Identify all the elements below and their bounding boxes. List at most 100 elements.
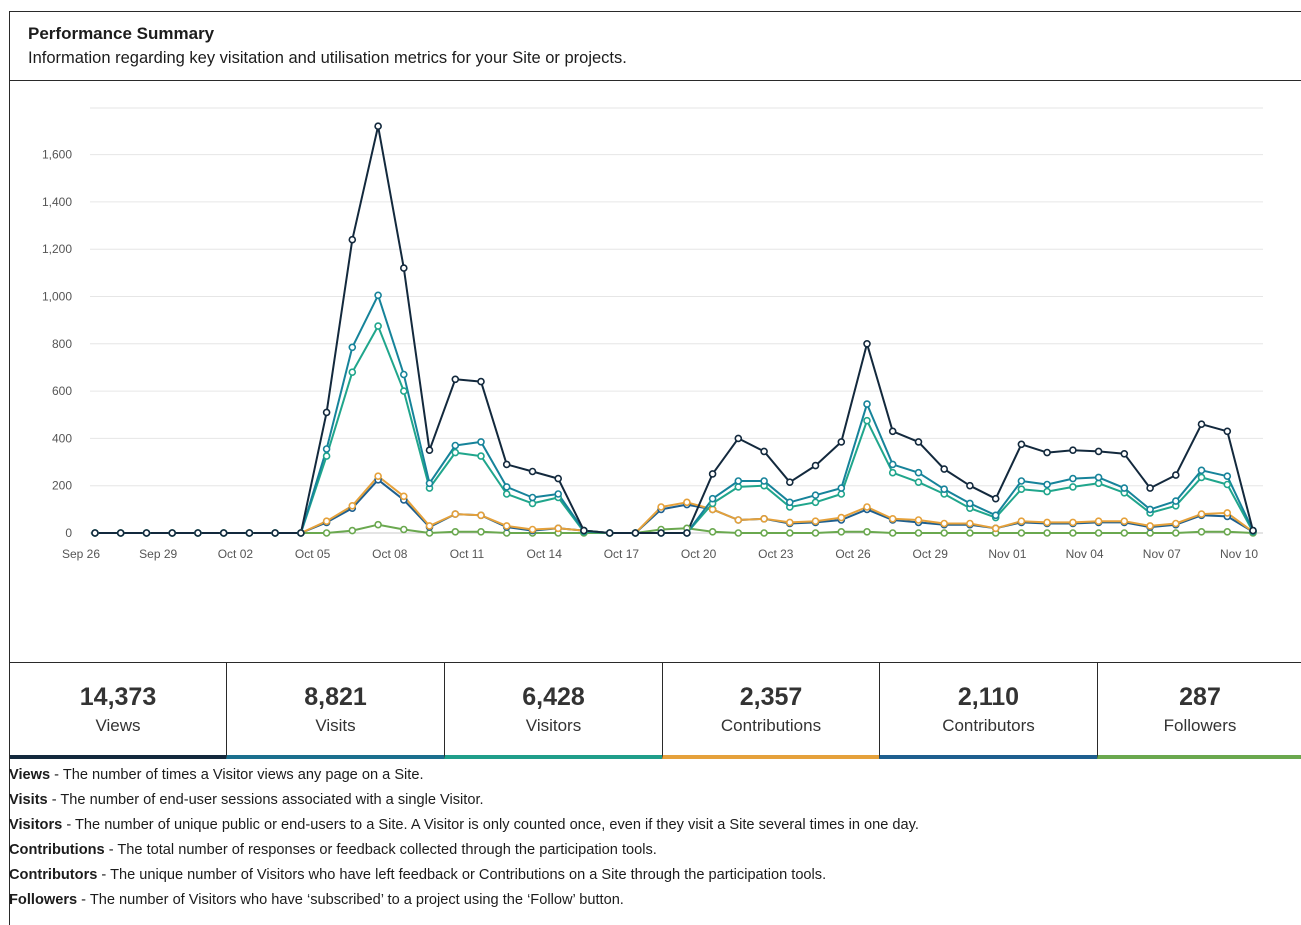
data-point-contributions: [1017, 517, 1026, 526]
data-point-visitors: [1043, 487, 1051, 496]
y-tick-label: 200: [52, 479, 72, 493]
data-point-views: [91, 529, 99, 537]
definition-text: - The unique number of Visitors who have…: [97, 867, 827, 883]
data-point-contributions: [683, 498, 691, 507]
metric-value: 2,110: [957, 683, 1020, 711]
data-point-views: [322, 408, 331, 417]
data-point-followers: [1069, 529, 1077, 537]
data-point-followers: [1094, 529, 1103, 537]
data-point-visitors: [863, 416, 871, 425]
definition-text: - The number of Visitors who have ‘subsc…: [77, 892, 624, 908]
data-point-followers: [374, 520, 382, 529]
data-point-visits: [734, 477, 743, 485]
metric-tile-contributors[interactable]: 2,110 Contributors: [879, 663, 1097, 759]
data-point-views: [1197, 420, 1206, 429]
data-point-views: [1094, 447, 1103, 456]
data-point-visitors: [348, 368, 357, 377]
data-point-visits: [760, 477, 768, 485]
metric-tile-visitors[interactable]: 6,428 Visitors: [444, 663, 662, 759]
data-point-contributions: [760, 514, 768, 523]
data-point-visits: [914, 468, 923, 477]
data-point-visitors: [888, 468, 897, 477]
panel-subtitle: Information regarding key visitation and…: [28, 49, 627, 67]
data-point-followers: [940, 529, 949, 537]
data-point-views: [1146, 484, 1154, 492]
data-point-visitors: [1017, 485, 1026, 494]
data-point-visitors: [502, 490, 511, 498]
data-point-followers: [785, 529, 794, 537]
data-point-views: [863, 339, 871, 348]
data-point-contributions: [1146, 522, 1154, 530]
x-tick-label: Oct 26: [835, 547, 871, 561]
data-point-views: [1223, 427, 1232, 436]
metric-label: Contributions: [720, 716, 822, 735]
data-point-visits: [322, 445, 331, 453]
data-point-views: [116, 529, 125, 537]
definition-term: Contributors: [9, 867, 98, 883]
data-point-views: [1120, 449, 1129, 458]
metric-tile-followers[interactable]: 287 Followers: [1097, 663, 1301, 759]
data-point-visitors: [451, 448, 460, 457]
x-tick-label: Oct 08: [372, 547, 408, 561]
x-tick-label: Nov 10: [1220, 547, 1258, 561]
data-point-contributions: [657, 503, 665, 511]
data-point-contributions: [1094, 517, 1103, 526]
metric-label: Visitors: [525, 716, 582, 735]
data-point-views: [1172, 471, 1180, 479]
data-point-visits: [1017, 477, 1026, 485]
definition-term: Views: [9, 767, 51, 783]
data-point-followers: [1043, 529, 1051, 537]
data-point-contributions: [991, 524, 1000, 533]
data-point-views: [297, 529, 305, 537]
data-point-visits: [1094, 473, 1103, 482]
definition-term: Visitors: [9, 817, 63, 833]
data-point-followers: [837, 527, 846, 536]
data-point-followers: [734, 529, 743, 537]
data-point-visits: [888, 460, 897, 469]
data-point-contributions: [374, 472, 382, 481]
x-tick-label: Oct 23: [758, 547, 794, 561]
metric-value: 14,373: [79, 683, 157, 711]
data-point-views: [991, 494, 1000, 503]
metric-value: 287: [1179, 683, 1221, 711]
data-point-followers: [914, 529, 923, 537]
data-point-followers: [863, 527, 871, 536]
definition-text: - The number of end-user sessions associ…: [47, 792, 484, 808]
x-tick-label: Nov 04: [1066, 547, 1104, 561]
definition-text: - The number of unique public or end-use…: [62, 817, 919, 833]
data-point-followers: [348, 526, 357, 535]
definition-term: Followers: [9, 892, 78, 908]
metric-tile-visits[interactable]: 8,821 Visits: [226, 663, 444, 759]
series-line-views: [95, 125, 1254, 534]
data-point-views: [399, 264, 408, 272]
metric-tile-contributions[interactable]: 2,357 Contributions: [662, 663, 879, 759]
definition-text: - The number of times a Visitor views an…: [50, 767, 424, 783]
data-point-visits: [966, 499, 974, 508]
definition-term: Contributions: [9, 842, 105, 858]
data-point-contributions: [888, 514, 897, 523]
data-point-views: [1249, 526, 1257, 535]
data-point-views: [580, 526, 588, 535]
data-point-visits: [451, 441, 460, 450]
data-point-contributions: [940, 519, 949, 528]
data-point-contributions: [554, 524, 563, 533]
data-point-visits: [1172, 497, 1180, 505]
data-point-views: [194, 529, 202, 537]
data-point-followers: [966, 529, 974, 537]
metric-tile-views[interactable]: 14,373 Views: [10, 663, 226, 759]
data-point-visits: [1043, 480, 1051, 489]
data-point-views: [219, 529, 228, 537]
data-point-views: [605, 529, 614, 537]
data-point-visits: [708, 494, 717, 503]
x-tick-label: Oct 20: [681, 547, 717, 561]
x-tick-label: Oct 29: [913, 547, 949, 561]
metric-value: 2,357: [739, 683, 803, 711]
data-point-visitors: [1069, 483, 1077, 491]
data-point-views: [348, 235, 357, 244]
x-tick-label: Oct 05: [295, 547, 331, 561]
data-point-visits: [940, 485, 949, 494]
data-point-views: [785, 478, 794, 487]
data-point-visits: [348, 343, 357, 352]
data-point-visitors: [811, 498, 820, 507]
metric-tiles: 14,373 Views 8,821 Visits 6,428 Visitors…: [10, 662, 1301, 763]
